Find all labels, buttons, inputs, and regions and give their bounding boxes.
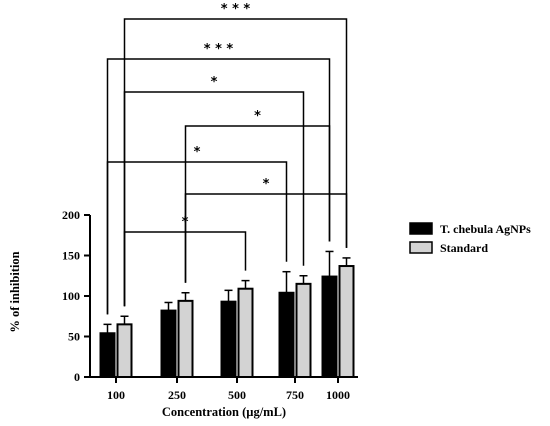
significance-bracket xyxy=(123,231,247,307)
y-tick-label: 0 xyxy=(74,370,80,384)
significance-bracket xyxy=(123,91,305,307)
y-tick-label: 100 xyxy=(62,289,80,303)
significance-bracket xyxy=(106,58,331,315)
y-axis-title: % of inhibition xyxy=(8,251,22,332)
significance-label: * * * xyxy=(221,2,251,17)
x-axis-title: Concentration (µg/mL) xyxy=(162,405,286,419)
y-tick-label: 200 xyxy=(62,208,80,222)
x-tick-label: 1000 xyxy=(326,388,350,402)
bar-agnps-250 xyxy=(160,309,177,378)
x-tick-label: 750 xyxy=(286,388,304,402)
significance-bracket xyxy=(184,125,331,283)
significance-label: * xyxy=(254,109,261,124)
legend-label-agnps: T. chebula AgNPs xyxy=(440,222,531,236)
bar-standard-750 xyxy=(295,282,312,379)
x-tick-label: 500 xyxy=(228,388,246,402)
ticks: 0 50 100 150 200 100 250 500 750 1000 xyxy=(62,208,350,402)
bar-standard-500 xyxy=(237,287,254,378)
significance-bracket xyxy=(184,193,348,283)
significance-label: * xyxy=(194,145,201,160)
bar-standard-1000 xyxy=(338,265,355,378)
bar-agnps-100 xyxy=(99,332,116,379)
bar-agnps-1000 xyxy=(321,275,338,378)
y-tick-label: 50 xyxy=(68,330,80,344)
bar-agnps-750 xyxy=(278,291,295,379)
legend: T. chebula AgNPs Standard xyxy=(409,222,531,255)
significance-label: * xyxy=(263,177,270,192)
significance-label: * xyxy=(211,75,218,90)
bar-agnps-500 xyxy=(220,300,237,379)
significance-bracket xyxy=(106,161,288,315)
x-tick-label: 100 xyxy=(107,388,125,402)
legend-swatch-standard xyxy=(409,241,433,254)
legend-label-standard: Standard xyxy=(440,241,488,255)
bar-standard-250 xyxy=(177,299,194,378)
significance-brackets: * * * * * * * * * * * xyxy=(106,2,348,315)
x-tick-label: 250 xyxy=(168,388,186,402)
significance-label: * xyxy=(182,215,189,230)
y-tick-label: 150 xyxy=(62,249,80,263)
bars xyxy=(99,250,355,379)
legend-swatch-agnps xyxy=(409,222,433,235)
significance-label: * * * xyxy=(204,42,234,57)
bar-standard-100 xyxy=(116,323,133,379)
